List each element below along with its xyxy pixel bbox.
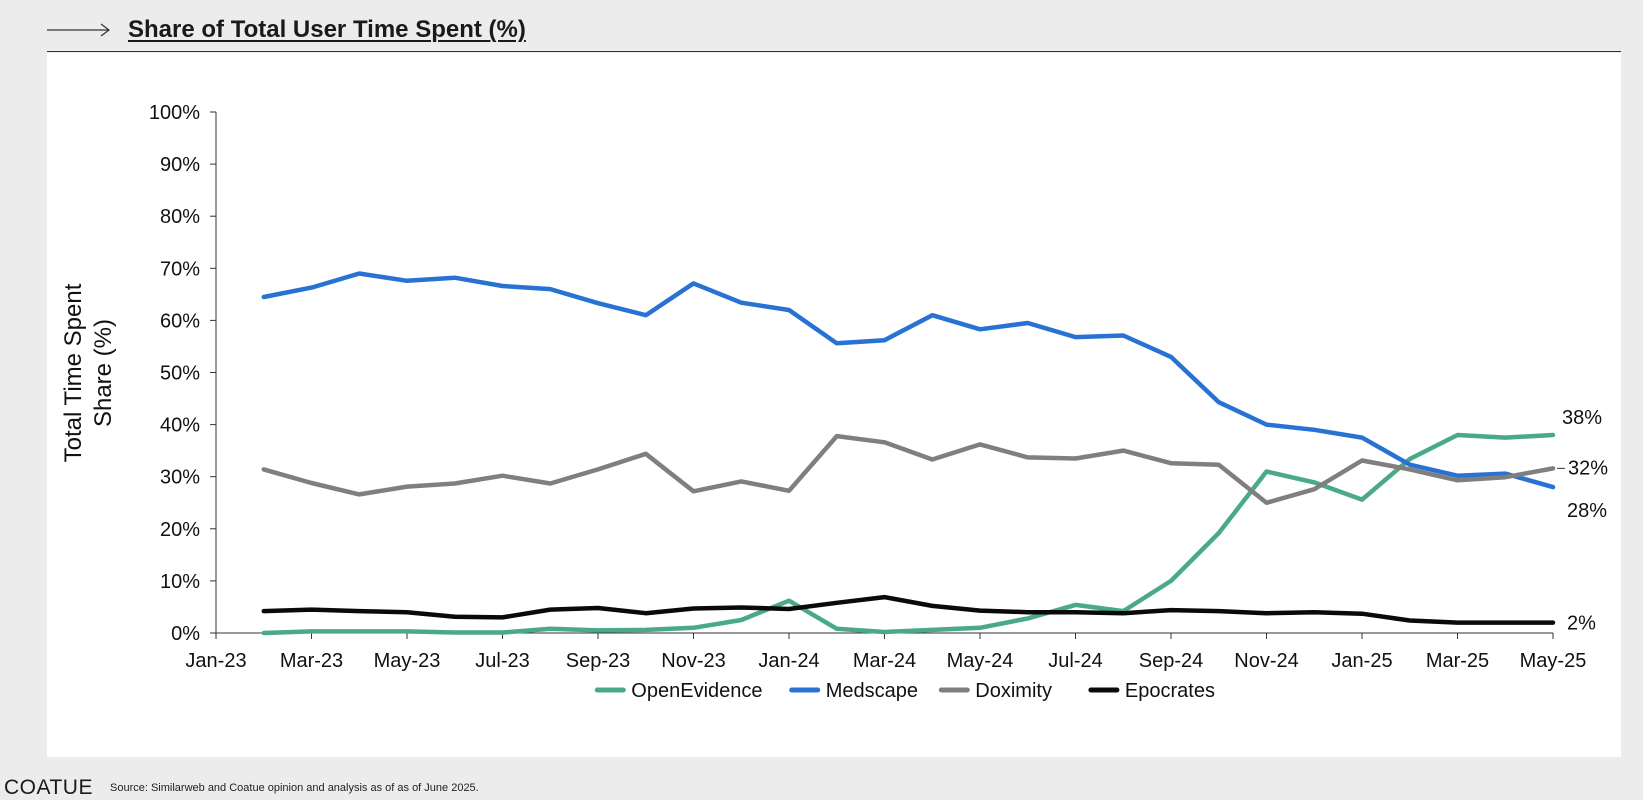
line-chart: 0% 10% 20% 30% 40% 50% 60% 70% 80% 90% 100% Jan-23 M… — [60, 102, 1608, 702]
y-tick-label: 100% — [149, 102, 200, 124]
source-note: Source: Similarweb and Coatue opinion an… — [110, 782, 479, 794]
x-tick-label: Mar-23 — [280, 650, 343, 672]
y-axis-title: Share (%) — [90, 319, 117, 427]
end-label-doximity: 32% — [1568, 457, 1608, 479]
x-tick-label: Jul-23 — [475, 650, 529, 672]
x-tick-label: Jul-24 — [1048, 650, 1102, 672]
series-line-doximity — [261, 433, 1556, 506]
y-tick-label: 70% — [160, 258, 200, 280]
y-tick-label: 40% — [160, 415, 200, 437]
chart-panel: 0% 10% 20% 30% 40% 50% 60% 70% 80% 90% 100% Jan-23 M… — [47, 53, 1621, 757]
legend-label-epocrates: Epocrates — [1125, 680, 1215, 702]
end-label-epocrates: 2% — [1567, 613, 1596, 635]
y-tick-label: 30% — [160, 467, 200, 489]
x-tick-label: May-25 — [1520, 650, 1587, 672]
page-title: Share of Total User Time Spent (%) — [128, 16, 526, 43]
series-line-openevidence — [261, 432, 1556, 636]
series-line-epocrates — [261, 594, 1556, 625]
end-label-openevidence: 38% — [1562, 407, 1602, 429]
y-tick-label: 80% — [160, 206, 200, 228]
x-tick-label: May-23 — [374, 650, 441, 672]
x-tick-label: Mar-24 — [853, 650, 916, 672]
arrow-right-icon — [47, 23, 110, 37]
x-tick-label: May-24 — [947, 650, 1014, 672]
y-axis-title: Total Time Spent — [60, 283, 87, 462]
y-tick-label: 90% — [160, 154, 200, 176]
y-tick-label: 50% — [160, 363, 200, 385]
header-divider — [47, 51, 1621, 52]
x-tick-label: Nov-24 — [1234, 650, 1298, 672]
y-tick-label: 0% — [171, 623, 200, 645]
x-tick-label: Jan-25 — [1331, 650, 1392, 672]
x-tick-label: Jan-23 — [185, 650, 246, 672]
brand-logo: COATUE — [4, 776, 93, 799]
end-label-medscape: 28% — [1567, 500, 1607, 522]
x-tick-label: Nov-23 — [661, 650, 725, 672]
x-tick-label: Sep-24 — [1139, 650, 1204, 672]
y-tick-label: 20% — [160, 519, 200, 541]
y-tick-label: 10% — [160, 571, 200, 593]
x-tick-label: Sep-23 — [566, 650, 631, 672]
y-tick-label: 60% — [160, 310, 200, 332]
legend-label-openevidence: OpenEvidence — [631, 680, 762, 702]
legend-label-medscape: Medscape — [826, 680, 918, 702]
legend-label-doximity: Doximity — [975, 680, 1052, 702]
x-tick-label: Mar-25 — [1426, 650, 1489, 672]
x-tick-label: Jan-24 — [758, 650, 819, 672]
series-line-medscape — [261, 271, 1556, 490]
